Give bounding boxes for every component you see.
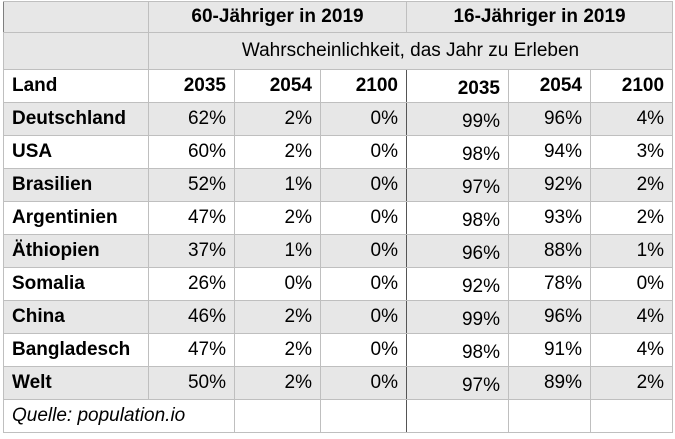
value-cell: 4% (590, 102, 674, 136)
value-cell: 92% (406, 267, 510, 301)
empty-corner-cell (3, 1, 149, 33)
table-row: Bangladesch 47% 2% 0% 98% 91% 4% (3, 333, 674, 367)
life-probability-table: 60-Jähriger in 2019 16-Jähriger in 2019 … (3, 1, 674, 433)
country-cell: Bangladesch (3, 333, 149, 367)
value-cell: 46% (148, 300, 235, 334)
value-cell: 88% (508, 234, 592, 268)
value-cell: 60% (148, 135, 235, 169)
value-cell: 0% (319, 135, 408, 169)
value-cell: 1% (590, 234, 674, 268)
value-cell: 62% (148, 102, 235, 136)
empty-cell (319, 399, 408, 433)
group-a-header: 60-Jähriger in 2019 (147, 1, 408, 33)
value-cell: 0% (319, 234, 408, 268)
value-cell: 0% (319, 102, 408, 136)
value-cell: 2% (234, 333, 321, 367)
source-note: Quelle: population.io (3, 399, 235, 433)
empty-subtitle-cell (3, 32, 149, 70)
empty-cell (508, 399, 592, 433)
value-cell: 93% (508, 201, 592, 235)
table-container: 60-Jähriger in 2019 16-Jähriger in 2019 … (3, 1, 674, 433)
value-cell: 3% (590, 135, 674, 169)
table-row: Argentinien 47% 2% 0% 98% 93% 2% (3, 201, 674, 235)
value-cell: 99% (406, 102, 510, 136)
table-row: Brasilien 52% 1% 0% 97% 92% 2% (3, 168, 674, 202)
value-cell: 1% (234, 234, 321, 268)
value-cell: 98% (406, 201, 510, 235)
value-cell: 4% (590, 300, 674, 334)
value-cell: 2% (234, 135, 321, 169)
empty-cell (590, 399, 674, 433)
value-cell: 99% (406, 300, 510, 334)
empty-cell (234, 399, 321, 433)
table-row: Äthiopien 37% 1% 0% 96% 88% 1% (3, 234, 674, 268)
value-cell: 2% (234, 366, 321, 400)
country-cell: USA (3, 135, 149, 169)
year-header: 2100 (590, 69, 674, 103)
value-cell: 0% (319, 168, 408, 202)
value-cell: 0% (319, 333, 408, 367)
value-cell: 50% (148, 366, 235, 400)
table-row: Somalia 26% 0% 0% 92% 78% 0% (3, 267, 674, 301)
subtitle-row: Wahrscheinlichkeit, das Jahr zu Erleben (3, 32, 674, 70)
value-cell: 47% (148, 201, 235, 235)
value-cell: 0% (319, 267, 408, 301)
value-cell: 96% (508, 102, 592, 136)
year-header: 2035 (406, 69, 510, 103)
value-cell: 91% (508, 333, 592, 367)
value-cell: 4% (590, 333, 674, 367)
value-cell: 94% (508, 135, 592, 169)
value-cell: 89% (508, 366, 592, 400)
year-header: 2035 (148, 69, 235, 103)
column-header-row: Land 2035 2054 2100 2035 2054 2100 (3, 69, 674, 103)
country-cell: Argentinien (3, 201, 149, 235)
value-cell: 52% (148, 168, 235, 202)
table-row: China 46% 2% 0% 99% 96% 4% (3, 300, 674, 334)
value-cell: 0% (319, 366, 408, 400)
group-header-row: 60-Jähriger in 2019 16-Jähriger in 2019 (3, 1, 674, 33)
country-cell: Brasilien (3, 168, 149, 202)
value-cell: 37% (148, 234, 235, 268)
country-cell: Äthiopien (3, 234, 149, 268)
table-row: Welt 50% 2% 0% 97% 89% 2% (3, 366, 674, 400)
value-cell: 92% (508, 168, 592, 202)
value-cell: 1% (234, 168, 321, 202)
country-column-header: Land (3, 69, 149, 103)
value-cell: 0% (234, 267, 321, 301)
country-cell: Deutschland (3, 102, 149, 136)
empty-cell (406, 399, 510, 433)
value-cell: 97% (406, 366, 510, 400)
value-cell: 78% (508, 267, 592, 301)
value-cell: 96% (508, 300, 592, 334)
year-header: 2100 (319, 69, 408, 103)
value-cell: 98% (406, 135, 510, 169)
value-cell: 98% (406, 333, 510, 367)
country-cell: China (3, 300, 149, 334)
year-header: 2054 (508, 69, 592, 103)
value-cell: 2% (590, 366, 674, 400)
group-b-header: 16-Jähriger in 2019 (406, 1, 674, 33)
country-cell: Somalia (3, 267, 149, 301)
value-cell: 26% (148, 267, 235, 301)
subtitle: Wahrscheinlichkeit, das Jahr zu Erleben (147, 32, 674, 70)
value-cell: 2% (234, 102, 321, 136)
source-row: Quelle: population.io (3, 399, 674, 433)
value-cell: 2% (234, 300, 321, 334)
table-row: USA 60% 2% 0% 98% 94% 3% (3, 135, 674, 169)
value-cell: 47% (148, 333, 235, 367)
value-cell: 97% (406, 168, 510, 202)
value-cell: 96% (406, 234, 510, 268)
value-cell: 0% (319, 201, 408, 235)
table-row: Deutschland 62% 2% 0% 99% 96% 4% (3, 102, 674, 136)
value-cell: 0% (319, 300, 408, 334)
value-cell: 2% (234, 201, 321, 235)
value-cell: 2% (590, 168, 674, 202)
value-cell: 0% (590, 267, 674, 301)
country-cell: Welt (3, 366, 149, 400)
year-header: 2054 (234, 69, 321, 103)
value-cell: 2% (590, 201, 674, 235)
